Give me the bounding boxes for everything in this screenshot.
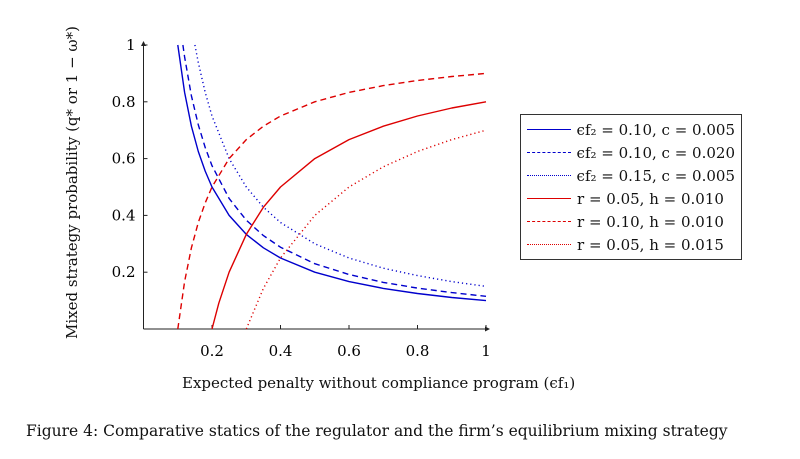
x-axis-label: Expected penalty without compliance prog… bbox=[182, 374, 576, 392]
ticks: 0.2 0.4 0.6 0.8 1 0.2 0.4 0.6 0.8 1 bbox=[112, 36, 491, 360]
x-tick-label: 0.2 bbox=[200, 342, 224, 360]
legend-item: ϵf₂ = 0.15, c = 0.005 bbox=[527, 164, 735, 187]
y-tick-label: 0.6 bbox=[112, 150, 136, 168]
legend-label: ϵf₂ = 0.10, c = 0.020 bbox=[576, 143, 735, 162]
legend-label: r = 0.05, h = 0.015 bbox=[577, 235, 724, 254]
legend-swatch bbox=[527, 152, 571, 153]
figure-caption: Figure 4: Comparative statics of the reg… bbox=[26, 422, 728, 440]
legend-item: ϵf₂ = 0.10, c = 0.020 bbox=[527, 141, 735, 164]
series-line-2 bbox=[182, 44, 487, 297]
series-lines bbox=[177, 44, 487, 330]
y-tick-label: 0.8 bbox=[112, 93, 136, 111]
legend-label: ϵf₂ = 0.10, c = 0.005 bbox=[576, 120, 735, 139]
series-line-1 bbox=[177, 44, 487, 302]
legend-swatch bbox=[527, 175, 571, 176]
legend-swatch bbox=[527, 198, 571, 199]
legend-item: r = 0.10, h = 0.010 bbox=[527, 210, 735, 233]
legend-swatch bbox=[527, 244, 571, 245]
legend: ϵf₂ = 0.10, c = 0.005 ϵf₂ = 0.10, c = 0.… bbox=[520, 114, 742, 260]
legend-swatch bbox=[527, 221, 571, 222]
series-line-3 bbox=[194, 44, 487, 288]
series-line-4 bbox=[211, 101, 487, 330]
y-tick-label: 1 bbox=[126, 36, 136, 54]
series-line-5 bbox=[177, 72, 487, 330]
series-line-6 bbox=[245, 129, 487, 330]
legend-label: r = 0.05, h = 0.010 bbox=[577, 189, 724, 208]
legend-swatch bbox=[527, 129, 571, 130]
y-tick-label: 0.2 bbox=[112, 263, 136, 281]
x-tick-label: 0.6 bbox=[337, 342, 361, 360]
y-tick-label: 0.4 bbox=[112, 206, 136, 224]
legend-label: r = 0.10, h = 0.010 bbox=[577, 212, 724, 231]
legend-item: ϵf₂ = 0.10, c = 0.005 bbox=[527, 118, 735, 141]
legend-label: ϵf₂ = 0.15, c = 0.005 bbox=[576, 166, 735, 185]
axes bbox=[141, 41, 490, 332]
x-tick-label: 0.8 bbox=[406, 342, 430, 360]
y-axis-label: Mixed strategy probability (q* or 1 − ω*… bbox=[63, 26, 81, 339]
legend-item: r = 0.05, h = 0.010 bbox=[527, 187, 735, 210]
x-tick-label: 1 bbox=[481, 342, 491, 360]
legend-item: r = 0.05, h = 0.015 bbox=[527, 233, 735, 256]
x-tick-label: 0.4 bbox=[269, 342, 293, 360]
